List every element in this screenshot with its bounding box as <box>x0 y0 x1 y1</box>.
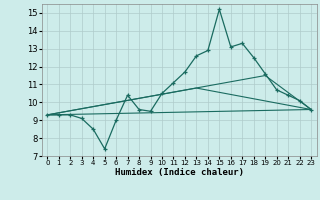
X-axis label: Humidex (Indice chaleur): Humidex (Indice chaleur) <box>115 168 244 177</box>
